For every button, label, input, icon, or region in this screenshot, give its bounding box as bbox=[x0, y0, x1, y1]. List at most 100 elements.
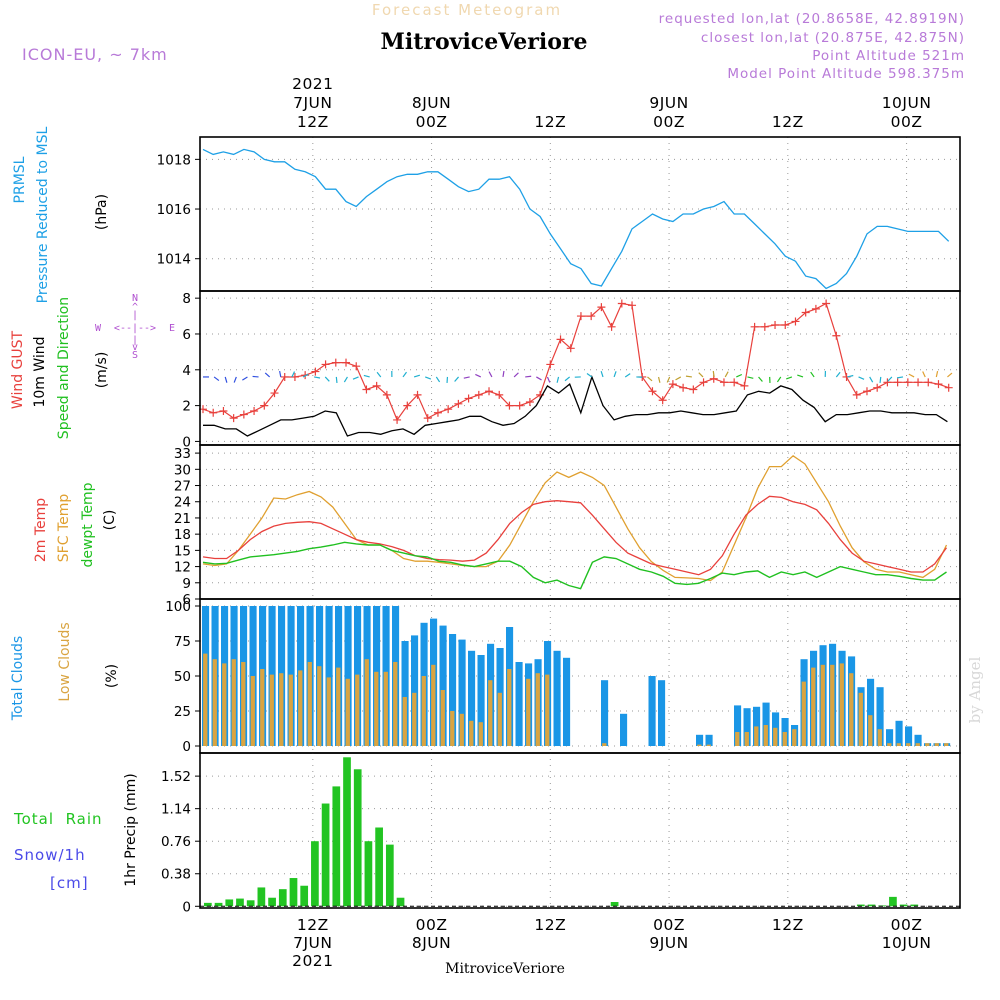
wind-gust-marker bbox=[474, 390, 483, 399]
wind-direction-arrow bbox=[758, 376, 763, 382]
low-cloud-bar bbox=[345, 678, 350, 746]
y-tick-label: 0 bbox=[182, 739, 191, 755]
rain-bar bbox=[385, 844, 394, 907]
wind-direction-arrow bbox=[776, 376, 782, 383]
y-tick-label: 50 bbox=[174, 669, 191, 685]
total-cloud-bar bbox=[553, 650, 561, 746]
footer-station: MitroviceVeriore bbox=[445, 961, 565, 977]
rain-bar bbox=[610, 902, 619, 907]
wind-gust-marker bbox=[740, 381, 749, 390]
wind-gust-marker bbox=[342, 358, 351, 367]
wind-direction-arrow bbox=[536, 376, 542, 381]
low-cloud-bar bbox=[440, 690, 445, 746]
wind-direction-arrow bbox=[858, 376, 865, 380]
y-tick-label: 6 bbox=[182, 592, 191, 608]
top-time-label: 12Z bbox=[534, 113, 566, 131]
wind-gust-marker bbox=[352, 362, 361, 371]
wind-gust-marker bbox=[485, 387, 494, 396]
low-cloud-bar bbox=[288, 674, 293, 746]
top-time-label: 7JUN bbox=[293, 94, 332, 112]
low-cloud-bar bbox=[488, 680, 493, 746]
low-cloud-bar bbox=[222, 663, 227, 746]
total-cloud-bar bbox=[458, 639, 466, 746]
wind-gust-marker bbox=[750, 322, 759, 331]
wind-gust-marker bbox=[219, 406, 228, 415]
wind-gust-marker bbox=[801, 308, 810, 317]
low-cloud-bar bbox=[269, 674, 274, 746]
bottom-time-label: 9JUN bbox=[649, 934, 688, 952]
precip-unit-label: 1hr Precip (mm) bbox=[123, 773, 139, 886]
y-tick-label: 9 bbox=[182, 576, 191, 592]
top-time-label: 00Z bbox=[416, 113, 448, 131]
two-m-temp-label: 2m Temp bbox=[33, 498, 49, 562]
cloud-unit-label: (%) bbox=[104, 664, 120, 688]
model-point-altitude: Model Point Altitude 598.375m bbox=[727, 66, 965, 82]
wind-gust-marker bbox=[771, 321, 780, 330]
low-cloud-bar bbox=[906, 743, 911, 746]
wind-gust-marker bbox=[403, 401, 412, 410]
wind-direction-arrow bbox=[810, 371, 815, 378]
rain-bar bbox=[910, 904, 919, 907]
y-tick-label: 33 bbox=[174, 446, 191, 462]
rain-bar bbox=[353, 769, 362, 907]
wind-gust-line bbox=[202, 302, 949, 422]
bottom-time-label: 00Z bbox=[653, 916, 685, 934]
y-tick-label: 0 bbox=[182, 899, 191, 915]
wind-gust-marker bbox=[699, 378, 708, 387]
sfc-temp-label: SFC Temp bbox=[56, 494, 72, 563]
y-tick-label: 21 bbox=[174, 511, 191, 527]
y-tick-label: 1016 bbox=[157, 202, 191, 218]
temp-unit-label: (C) bbox=[102, 510, 118, 531]
y-tick-label: 0.76 bbox=[161, 834, 191, 850]
wind-direction-arrow bbox=[279, 370, 282, 378]
y-tick-label: 1.14 bbox=[161, 802, 191, 818]
wind-direction-arrow bbox=[475, 373, 482, 378]
wind-direction-arrow bbox=[302, 373, 309, 378]
compass-north-arrow: ^ bbox=[132, 302, 138, 313]
wind-gust-marker bbox=[423, 414, 432, 423]
low-cloud-bar bbox=[355, 674, 360, 746]
total-cloud-bar bbox=[477, 655, 485, 746]
wind-gust-marker bbox=[260, 401, 269, 410]
total-rain-label: Total Rain bbox=[13, 810, 103, 828]
wind-gust-marker bbox=[209, 408, 218, 417]
wind-direction-arrow bbox=[363, 374, 370, 378]
low-cloud-bar bbox=[545, 674, 550, 746]
y-tick-label: 24 bbox=[174, 495, 191, 511]
wind-direction-arrow bbox=[291, 371, 296, 378]
wind-gust-marker bbox=[883, 378, 892, 387]
low-cloud-bar bbox=[868, 715, 873, 746]
pressure-side-labels: PRMSL Pressure Reduced to MSL (hPa) bbox=[12, 126, 110, 303]
closest-coordinates: closest lon,lat (20.875E, 42.875N) bbox=[701, 30, 965, 46]
wind-gust-marker bbox=[607, 322, 616, 331]
wind-gust-marker bbox=[781, 321, 790, 330]
wind-direction-arrow bbox=[736, 373, 743, 378]
total-cloud-bar bbox=[705, 734, 713, 746]
precip-side-labels: Total Rain Snow/1h [cm] 1hr Precip (mm) bbox=[13, 773, 139, 892]
low-cloud-bar bbox=[706, 744, 711, 746]
compass-west: W bbox=[95, 323, 102, 334]
low-cloud-bar bbox=[535, 673, 540, 746]
compass-south: S bbox=[132, 350, 138, 361]
total-cloud-bar bbox=[914, 734, 922, 746]
wind-direction-arrow bbox=[685, 375, 692, 378]
rain-bar bbox=[204, 902, 212, 907]
wind-direction-arrow bbox=[724, 371, 729, 378]
wind-gust-marker bbox=[628, 301, 637, 310]
rain-bar bbox=[278, 889, 287, 907]
grid-lines bbox=[200, 137, 960, 291]
low-cloud-bar bbox=[469, 720, 474, 746]
wind-direction-arrow bbox=[586, 373, 593, 378]
compass-cross: <--|--> bbox=[114, 323, 156, 334]
total-cloud-bar bbox=[734, 705, 742, 746]
rain-bar bbox=[236, 898, 244, 907]
wind-direction-arrow bbox=[747, 376, 754, 379]
wind-direction-arrow bbox=[647, 376, 653, 382]
low-cloud-bar bbox=[383, 671, 388, 746]
rain-bar bbox=[311, 841, 319, 907]
y-tick-label: 0 bbox=[182, 434, 191, 450]
low-cloud-bar bbox=[393, 662, 398, 746]
wind-direction-arrow bbox=[786, 376, 793, 380]
